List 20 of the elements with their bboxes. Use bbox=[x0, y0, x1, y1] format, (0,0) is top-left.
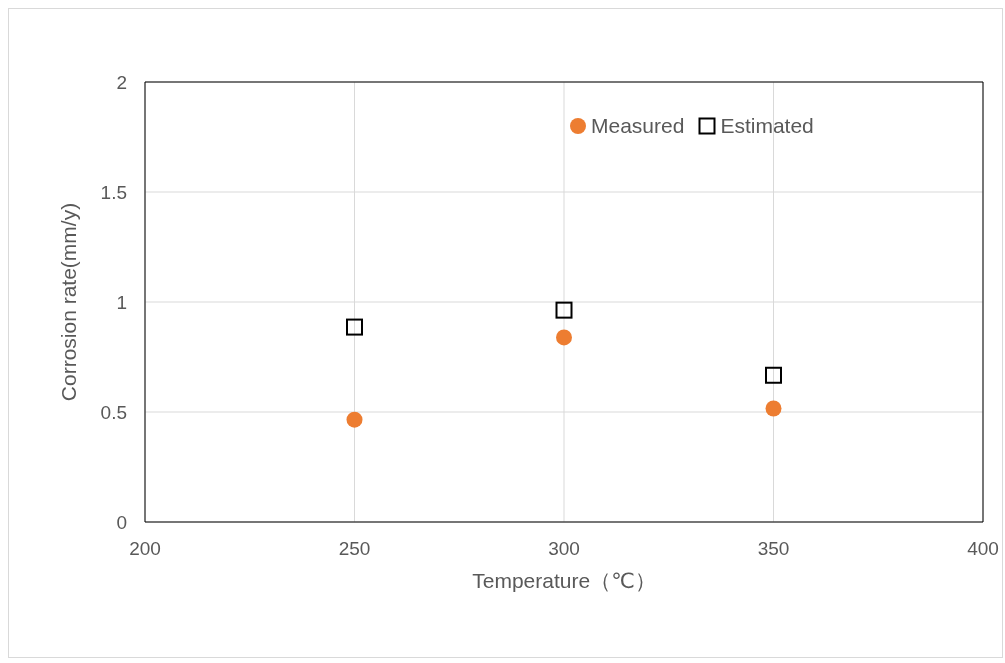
x-tick-label: 400 bbox=[967, 538, 999, 560]
point bbox=[765, 366, 782, 384]
y-tick-label: 2 bbox=[116, 71, 127, 93]
point bbox=[556, 329, 572, 346]
legend-label: Measured bbox=[591, 114, 685, 138]
x-tick-label: 300 bbox=[548, 538, 580, 560]
point bbox=[765, 400, 782, 417]
point bbox=[346, 318, 363, 336]
y-tick-label: 1.5 bbox=[100, 181, 127, 203]
y-tick-label: 0.5 bbox=[100, 401, 127, 423]
x-tick-label: 200 bbox=[129, 538, 161, 560]
x-axis-title: Temperature（℃） bbox=[472, 569, 656, 592]
x-tick-label: 250 bbox=[338, 538, 371, 560]
point bbox=[555, 301, 573, 319]
y-tick-label: 1 bbox=[116, 291, 127, 313]
point bbox=[346, 411, 363, 428]
legend-label: Estimated bbox=[720, 114, 814, 138]
y-axis-title: Corrosion rate(mm/y) bbox=[57, 202, 81, 402]
y-tick-label: 0 bbox=[116, 511, 127, 533]
x-tick-label: 350 bbox=[757, 538, 790, 560]
